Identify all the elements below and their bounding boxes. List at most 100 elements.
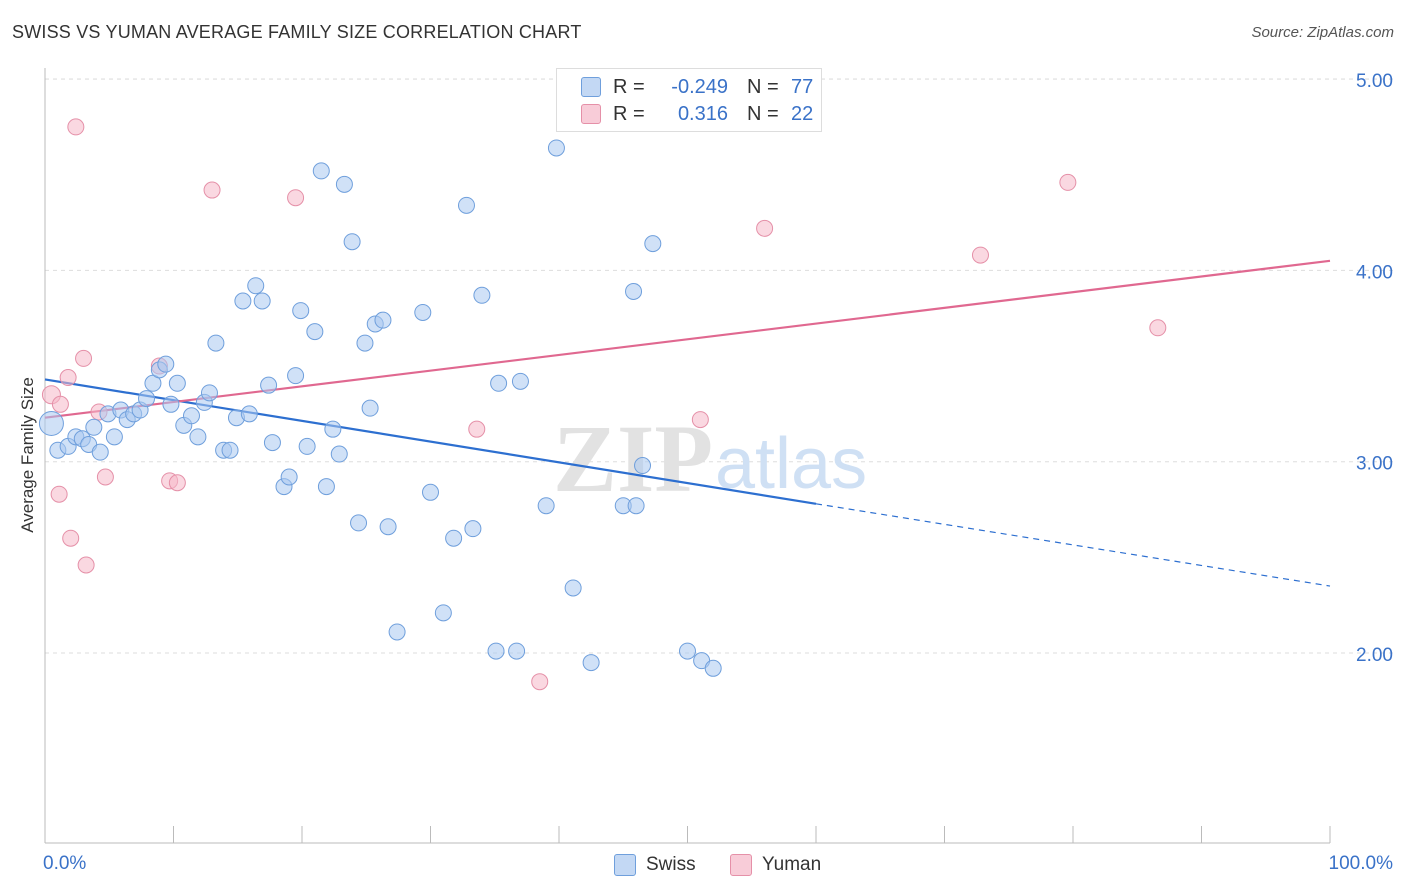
swiss-swatch [581, 77, 601, 97]
swiss-point [280, 468, 298, 486]
swiss-point [105, 428, 123, 446]
swiss-point [374, 311, 392, 329]
swiss-point [625, 282, 643, 300]
yuman-point [59, 369, 77, 387]
swiss-point [511, 372, 529, 390]
chart-title: SWISS VS YUMAN AVERAGE FAMILY SIZE CORRE… [12, 22, 582, 42]
yuman-n-value: 22 [791, 102, 814, 125]
yuman-point [50, 485, 68, 503]
swiss-point [537, 497, 555, 515]
swiss-point [298, 437, 316, 455]
swiss-point [330, 445, 348, 463]
yuman-swatch [581, 104, 601, 124]
yuman-point [1149, 319, 1167, 337]
legend-row-yuman: R = 0.316 N = 22 [581, 103, 813, 125]
swiss-point [361, 399, 379, 417]
legend-row-swiss: R = -0.249 N = 77 [581, 76, 813, 98]
swiss-point [91, 443, 109, 461]
yuman-point [77, 556, 95, 574]
swiss-r-label: R = [613, 75, 645, 98]
swiss-point [234, 292, 252, 310]
swiss-point [445, 529, 463, 547]
tick-labels: 2.00 3.00 4.00 5.00 0.0% 100.0% [43, 71, 1393, 874]
source-credit: Source: ZipAtlas.com [1251, 24, 1394, 41]
yuman-point [96, 468, 114, 486]
swiss-point [317, 478, 335, 496]
swiss-point [414, 303, 432, 321]
swiss-point [221, 441, 239, 459]
swiss-n-label: N = [747, 75, 779, 98]
bottom-legend-yuman: Yuman [730, 853, 821, 877]
yuman-point [203, 181, 221, 199]
yuman-point [531, 673, 549, 691]
swiss-point [207, 334, 225, 352]
swiss-point [356, 334, 374, 352]
gridlines [45, 78, 1395, 654]
swiss-point [168, 374, 186, 392]
watermark-zip: ZIP [553, 405, 713, 512]
yuman-point [67, 118, 85, 136]
swiss-point [388, 623, 406, 641]
swiss-point [247, 277, 265, 295]
yuman-point [468, 420, 486, 438]
swiss-point [704, 659, 722, 677]
yuman-point [756, 219, 774, 237]
axes [44, 68, 1331, 844]
swiss-point [287, 367, 305, 385]
yuman-r-value: 0.316 [677, 102, 728, 125]
swiss-point [582, 654, 600, 672]
swiss-point [38, 410, 64, 436]
bottom-yuman-swatch [730, 854, 752, 876]
swiss-point [312, 162, 330, 180]
y-tick-label: 2.00 [1356, 645, 1393, 666]
yuman-r-label: R = [613, 102, 645, 125]
swiss-point [343, 233, 361, 251]
bottom-swiss-swatch [614, 854, 636, 876]
swiss-point [200, 384, 218, 402]
correlation-legend: R = -0.249 N = 77 R = 0.316 N = 22 [556, 68, 822, 132]
swiss-point [182, 407, 200, 425]
swiss-point [473, 286, 491, 304]
swiss-point [634, 457, 652, 475]
swiss-point [324, 420, 342, 438]
swiss-point [162, 395, 180, 413]
swiss-point [138, 390, 156, 408]
swiss-point [457, 196, 475, 214]
yuman-point [168, 474, 186, 492]
yuman-point [75, 349, 93, 367]
swiss-n-value: 77 [791, 75, 814, 98]
y-axis-label: Average Family Size [18, 377, 37, 533]
swiss-point [253, 292, 271, 310]
swiss-points [38, 139, 722, 677]
swiss-point [85, 418, 103, 436]
swiss-point [189, 428, 207, 446]
swiss-point [627, 497, 645, 515]
yuman-point [691, 411, 709, 429]
swiss-point [379, 518, 397, 536]
swiss-point [487, 642, 505, 660]
swiss-point [434, 604, 452, 622]
swiss-point [263, 434, 281, 452]
swiss-point [547, 139, 565, 157]
yuman-trend-line [44, 259, 1331, 419]
yuman-n-label: N = [747, 102, 779, 125]
swiss-point [260, 376, 278, 394]
y-tick-label: 5.00 [1356, 71, 1393, 92]
x-tick-label-min: 0.0% [43, 853, 86, 874]
swiss-point [422, 483, 439, 501]
y-tick-label: 4.00 [1356, 262, 1393, 283]
swiss-point [464, 520, 482, 538]
yuman-point [1059, 173, 1077, 191]
swiss-point [644, 235, 662, 253]
swiss-point [292, 302, 310, 320]
swiss-point [490, 374, 508, 392]
bottom-yuman-label: Yuman [762, 854, 822, 875]
swiss-trend-extension [815, 503, 1331, 587]
x-tick-label-max: 100.0% [1329, 853, 1394, 874]
yuman-point [51, 395, 69, 413]
swiss-point [350, 514, 368, 532]
bottom-swiss-label: Swiss [646, 854, 696, 875]
swiss-point [679, 642, 696, 660]
swiss-point [157, 355, 175, 373]
